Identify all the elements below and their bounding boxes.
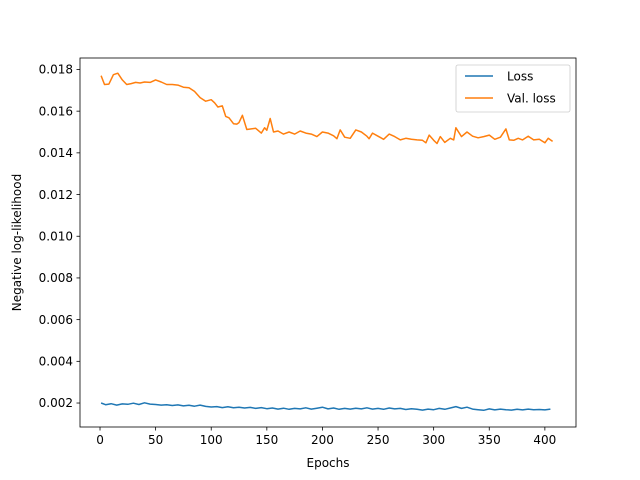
x-axis-label: Epochs — [307, 456, 350, 470]
x-tick-label: 400 — [533, 433, 556, 447]
x-tick-label: 150 — [255, 433, 278, 447]
y-tick-label: 0.012 — [39, 188, 73, 202]
legend-label-loss: Loss — [507, 70, 533, 84]
series-line-val-loss — [100, 72, 554, 145]
x-tick-label: 0 — [96, 433, 104, 447]
y-tick-label: 0.006 — [39, 313, 73, 327]
x-tick-label: 300 — [422, 433, 445, 447]
y-tick-label: 0.016 — [39, 104, 73, 118]
legend: Loss Val. loss — [455, 64, 571, 113]
x-tick-label: 100 — [200, 433, 223, 447]
x-tick-label: 350 — [478, 433, 501, 447]
legend-label-val-loss: Val. loss — [507, 92, 556, 106]
y-tick-label: 0.002 — [39, 396, 73, 410]
x-tick-label: 50 — [148, 433, 163, 447]
x-axis-ticks: 0 50 100 150 200 250 300 350 400 — [96, 427, 556, 447]
x-tick-label: 200 — [311, 433, 334, 447]
y-axis-ticks: 0.002 0.004 0.006 0.008 0.010 0.012 0.014 0.016… — [39, 63, 80, 410]
series-line-loss — [100, 402, 551, 412]
y-tick-label: 0.014 — [39, 146, 73, 160]
x-tick-label: 250 — [367, 433, 390, 447]
y-tick-label: 0.004 — [39, 355, 73, 369]
series-lines — [100, 72, 554, 412]
y-axis-label: Negative log-likelihood — [10, 174, 24, 311]
y-tick-label: 0.018 — [39, 63, 73, 77]
y-tick-label: 0.008 — [39, 271, 73, 285]
plot-frame — [79, 57, 577, 428]
y-tick-label: 0.010 — [39, 229, 73, 243]
